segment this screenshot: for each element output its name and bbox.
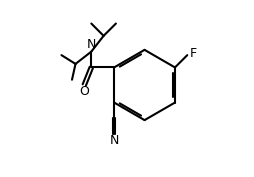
Text: F: F — [190, 47, 197, 60]
Text: N: N — [109, 134, 119, 147]
Text: O: O — [79, 85, 89, 98]
Text: N: N — [87, 38, 96, 51]
